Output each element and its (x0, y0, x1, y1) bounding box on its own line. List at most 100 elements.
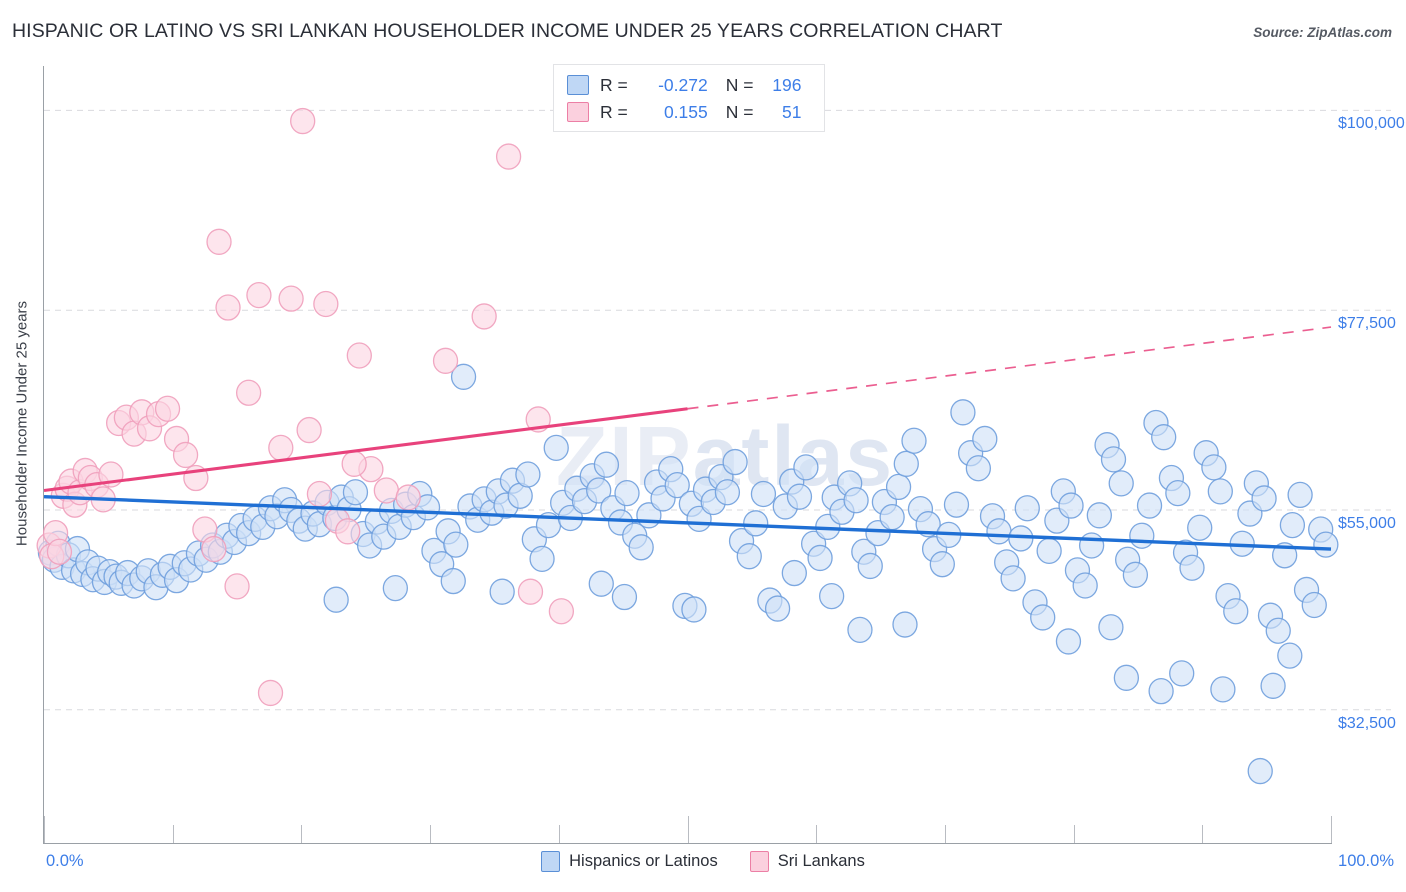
data-point (450, 363, 477, 390)
data-point (1036, 537, 1062, 564)
data-point (296, 416, 322, 444)
data-point (1014, 495, 1040, 522)
y-tick-label: $55,000 (1338, 515, 1396, 532)
x-tick-mark (1073, 825, 1075, 843)
source-attribution: Source: ZipAtlas.com (1253, 25, 1392, 40)
data-point (965, 455, 992, 482)
data-point (306, 480, 333, 508)
data-point (736, 543, 762, 570)
x-tick-mark (172, 825, 174, 843)
data-point (750, 480, 777, 508)
data-point (1247, 757, 1273, 785)
pink-n-value: 51 (782, 101, 802, 122)
x-axis-max-label: 100.0% (1338, 852, 1394, 870)
blue-r-label: R = (600, 74, 628, 95)
data-point (722, 448, 748, 476)
pink-r-value: 0.155 (663, 101, 708, 122)
stats-row-blue: R = -0.272 N = 196 (567, 72, 801, 98)
data-point (593, 451, 620, 478)
y-tick-label: $100,000 (1338, 115, 1405, 133)
data-point (943, 491, 970, 518)
legend-label-sri-lankans: Sri Lankans (777, 852, 865, 870)
legend-item-hispanics[interactable]: Hispanics or Latinos (541, 851, 718, 872)
x-tick-mark (430, 825, 432, 843)
data-point (972, 425, 998, 453)
data-point (495, 143, 522, 170)
data-point (807, 544, 833, 572)
blue-n-value: 196 (772, 74, 802, 95)
data-point (986, 518, 1012, 545)
data-point (323, 586, 349, 613)
data-point (664, 471, 690, 499)
x-tick-mark (816, 825, 818, 843)
data-point (929, 551, 955, 578)
data-point (1169, 660, 1195, 687)
data-point (278, 285, 304, 312)
x-tick-mark (944, 825, 946, 843)
data-point (1223, 598, 1249, 625)
data-point (548, 598, 575, 625)
data-point (235, 379, 262, 406)
series-legend: Hispanics or Latinos Sri Lankans (0, 851, 1406, 872)
data-point (246, 281, 272, 309)
data-point (1122, 561, 1149, 588)
data-point (224, 573, 250, 600)
data-point (1151, 424, 1177, 451)
data-point (1201, 454, 1227, 481)
data-point (1287, 481, 1313, 509)
series-sri-lankans (36, 107, 575, 707)
data-point (892, 611, 918, 638)
data-point (1113, 664, 1140, 691)
data-point (215, 294, 241, 321)
blue-r-value: -0.272 (658, 74, 708, 95)
x-tick-mark (558, 825, 560, 843)
data-point (290, 107, 316, 135)
x-tick-mark (301, 825, 303, 843)
data-point (885, 473, 912, 501)
pink-legend-swatch-icon (749, 851, 769, 872)
pink-r-label: R = (600, 101, 628, 122)
data-point (786, 483, 813, 510)
blue-n-label: N = (725, 74, 754, 95)
data-point (614, 479, 640, 507)
data-point (335, 518, 361, 545)
data-point (341, 450, 367, 477)
data-point (1000, 565, 1026, 592)
data-point (46, 538, 73, 565)
data-point (818, 582, 845, 610)
data-point (1207, 478, 1233, 505)
data-point (847, 616, 873, 644)
data-point (1279, 511, 1306, 539)
data-point (517, 578, 544, 605)
pink-n-label: N = (725, 101, 754, 122)
data-point (382, 574, 409, 602)
legend-item-sri-lankans[interactable]: Sri Lankans (749, 851, 865, 872)
data-point (1108, 470, 1134, 497)
data-point (1030, 604, 1056, 631)
x-tick-mark (687, 816, 689, 843)
data-point (346, 342, 372, 369)
data-point (628, 534, 654, 561)
correlation-stats-box: R = -0.272 N = 196 R = 0.155 N = 51 (553, 64, 825, 132)
data-point (1086, 502, 1112, 529)
data-point (489, 578, 515, 605)
data-point (743, 510, 769, 537)
legend-label-hispanics: Hispanics or Latinos (569, 852, 718, 870)
data-point (950, 399, 976, 426)
data-point (893, 450, 919, 477)
trendline-sri-lankans (43, 407, 688, 492)
data-point (714, 479, 741, 506)
data-point (586, 477, 612, 504)
stats-row-pink: R = 0.155 N = 51 (567, 99, 801, 125)
data-point (395, 484, 421, 511)
data-point (206, 228, 232, 255)
data-point (1058, 492, 1084, 519)
data-point (857, 552, 883, 580)
pink-swatch-icon (567, 102, 589, 122)
data-point (1165, 479, 1191, 507)
data-point (471, 303, 497, 330)
data-point (543, 434, 569, 461)
data-point (588, 570, 614, 597)
